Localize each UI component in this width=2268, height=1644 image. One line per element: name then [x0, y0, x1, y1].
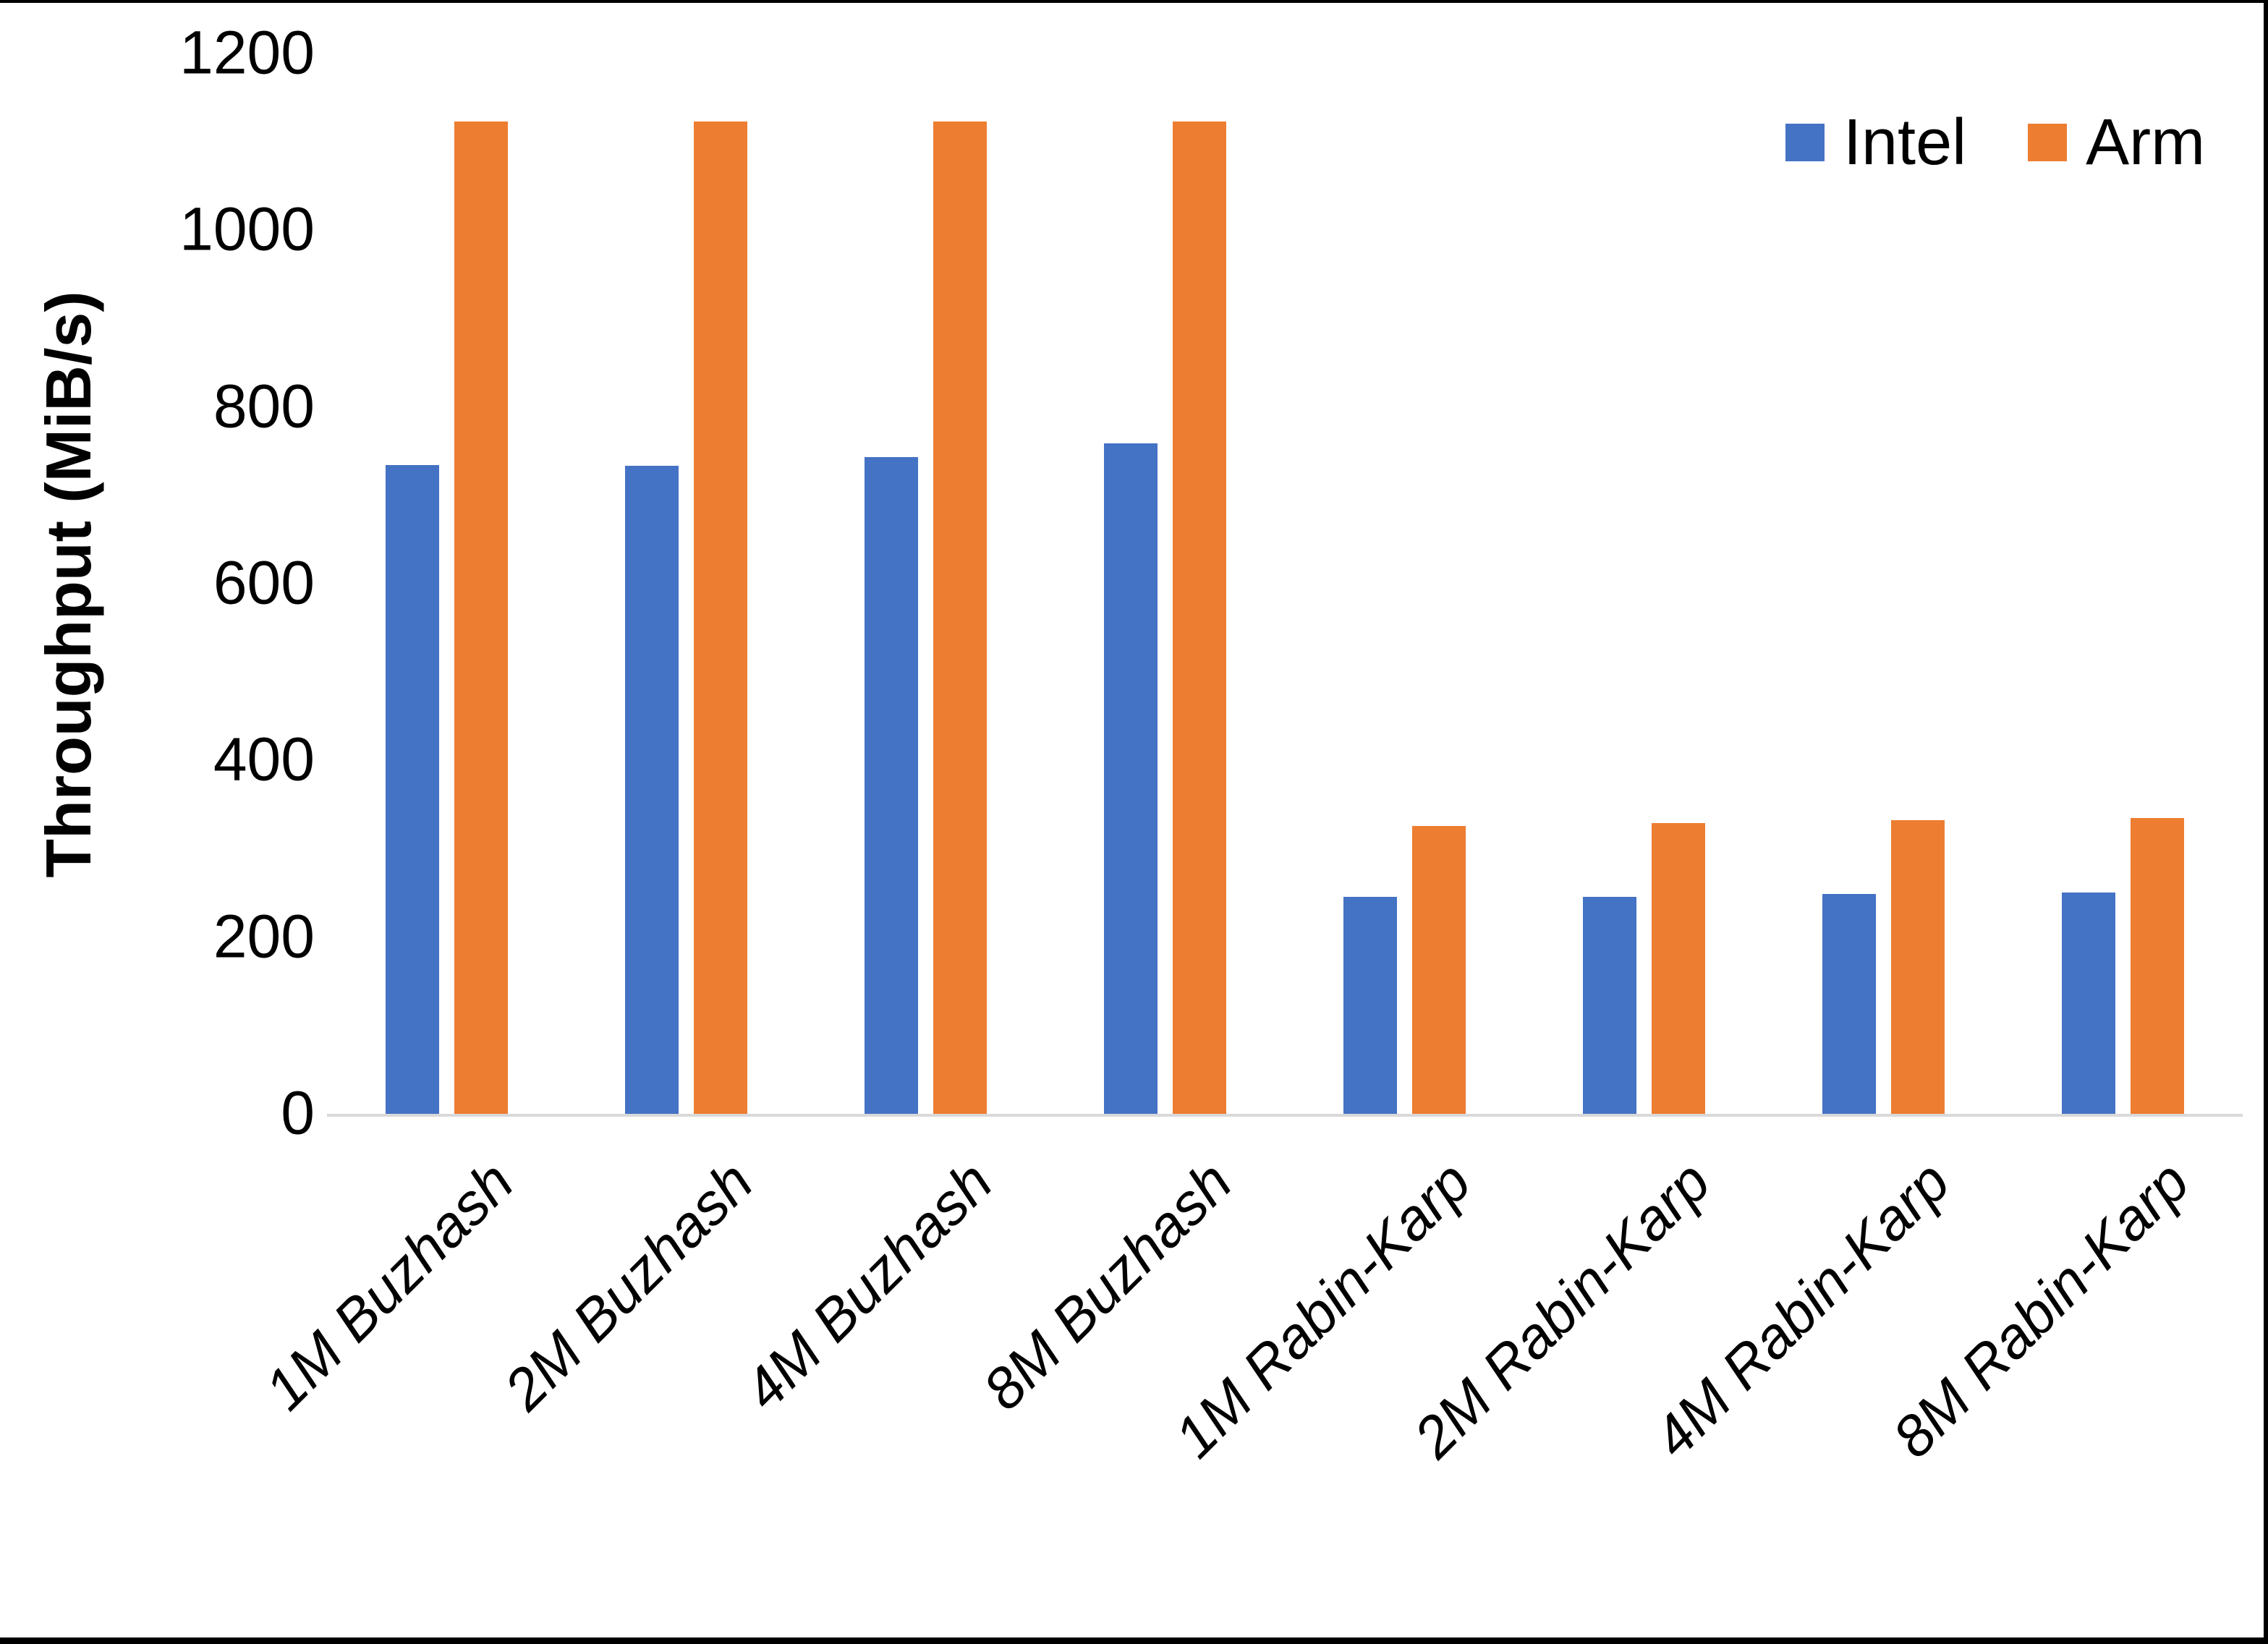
bar-arm-4m-buzhash — [933, 121, 987, 1115]
bar-intel-1m-rabin-karp — [1343, 897, 1397, 1115]
bar-group-4m-rabin-karp — [1764, 54, 2003, 1115]
bar-arm-2m-buzhash — [694, 121, 747, 1115]
legend: Intel Arm — [1785, 110, 2205, 175]
x-axis-line — [327, 1114, 2243, 1117]
bar-group-8m-rabin-karp — [2003, 54, 2243, 1115]
y-axis-title: Throughput (MiB/s) — [33, 291, 104, 878]
bar-group-4m-buzhash — [806, 54, 1045, 1115]
page-border-top — [0, 0, 2268, 3]
bar-group-1m-buzhash — [327, 54, 566, 1115]
y-tick-label-200: 200 — [213, 902, 315, 971]
bar-intel-4m-rabin-karp — [1822, 893, 1876, 1115]
legend-swatch-intel — [1785, 124, 1825, 161]
x-label-4m-buzhash: 4M Buzhash — [731, 1149, 1005, 1423]
bar-intel-1m-buzhash — [386, 465, 439, 1115]
bar-intel-4m-buzhash — [865, 457, 918, 1115]
y-tick-label-800: 800 — [213, 372, 315, 440]
bar-intel-8m-rabin-karp — [2062, 893, 2115, 1115]
y-tick-label-400: 400 — [213, 725, 315, 793]
bar-intel-2m-buzhash — [625, 466, 679, 1115]
x-label-1m-buzhash: 1M Buzhash — [252, 1149, 526, 1423]
bar-arm-1m-buzhash — [454, 121, 508, 1115]
legend-item-intel: Intel — [1785, 110, 1966, 175]
bar-arm-8m-rabin-karp — [2131, 817, 2184, 1115]
page-border-right — [2264, 0, 2268, 1644]
bar-group-2m-rabin-karp — [1524, 54, 1764, 1115]
bar-arm-4m-rabin-karp — [1891, 820, 1945, 1115]
bar-group-8m-buzhash — [1045, 54, 1285, 1115]
x-label-2m-buzhash: 2M Buzhash — [491, 1149, 765, 1423]
legend-label-arm: Arm — [2086, 106, 2206, 179]
plot-area — [327, 54, 2243, 1117]
bar-arm-1m-rabin-karp — [1412, 825, 1466, 1115]
bar-intel-8m-buzhash — [1104, 443, 1158, 1115]
y-tick-label-0: 0 — [281, 1078, 315, 1147]
legend-label-intel: Intel — [1843, 106, 1967, 179]
bar-intel-2m-rabin-karp — [1583, 897, 1636, 1115]
y-tick-label-1000: 1000 — [179, 195, 315, 263]
legend-swatch-arm — [2028, 124, 2068, 161]
y-tick-label-600: 600 — [213, 548, 315, 617]
page-border-bottom — [0, 1637, 2268, 1644]
bar-group-2m-buzhash — [566, 54, 806, 1115]
bar-group-1m-rabin-karp — [1285, 54, 1524, 1115]
legend-item-arm: Arm — [2028, 110, 2205, 175]
bar-arm-8m-buzhash — [1173, 121, 1226, 1115]
bar-arm-2m-rabin-karp — [1652, 822, 1705, 1115]
y-tick-label-1200: 1200 — [179, 18, 315, 87]
